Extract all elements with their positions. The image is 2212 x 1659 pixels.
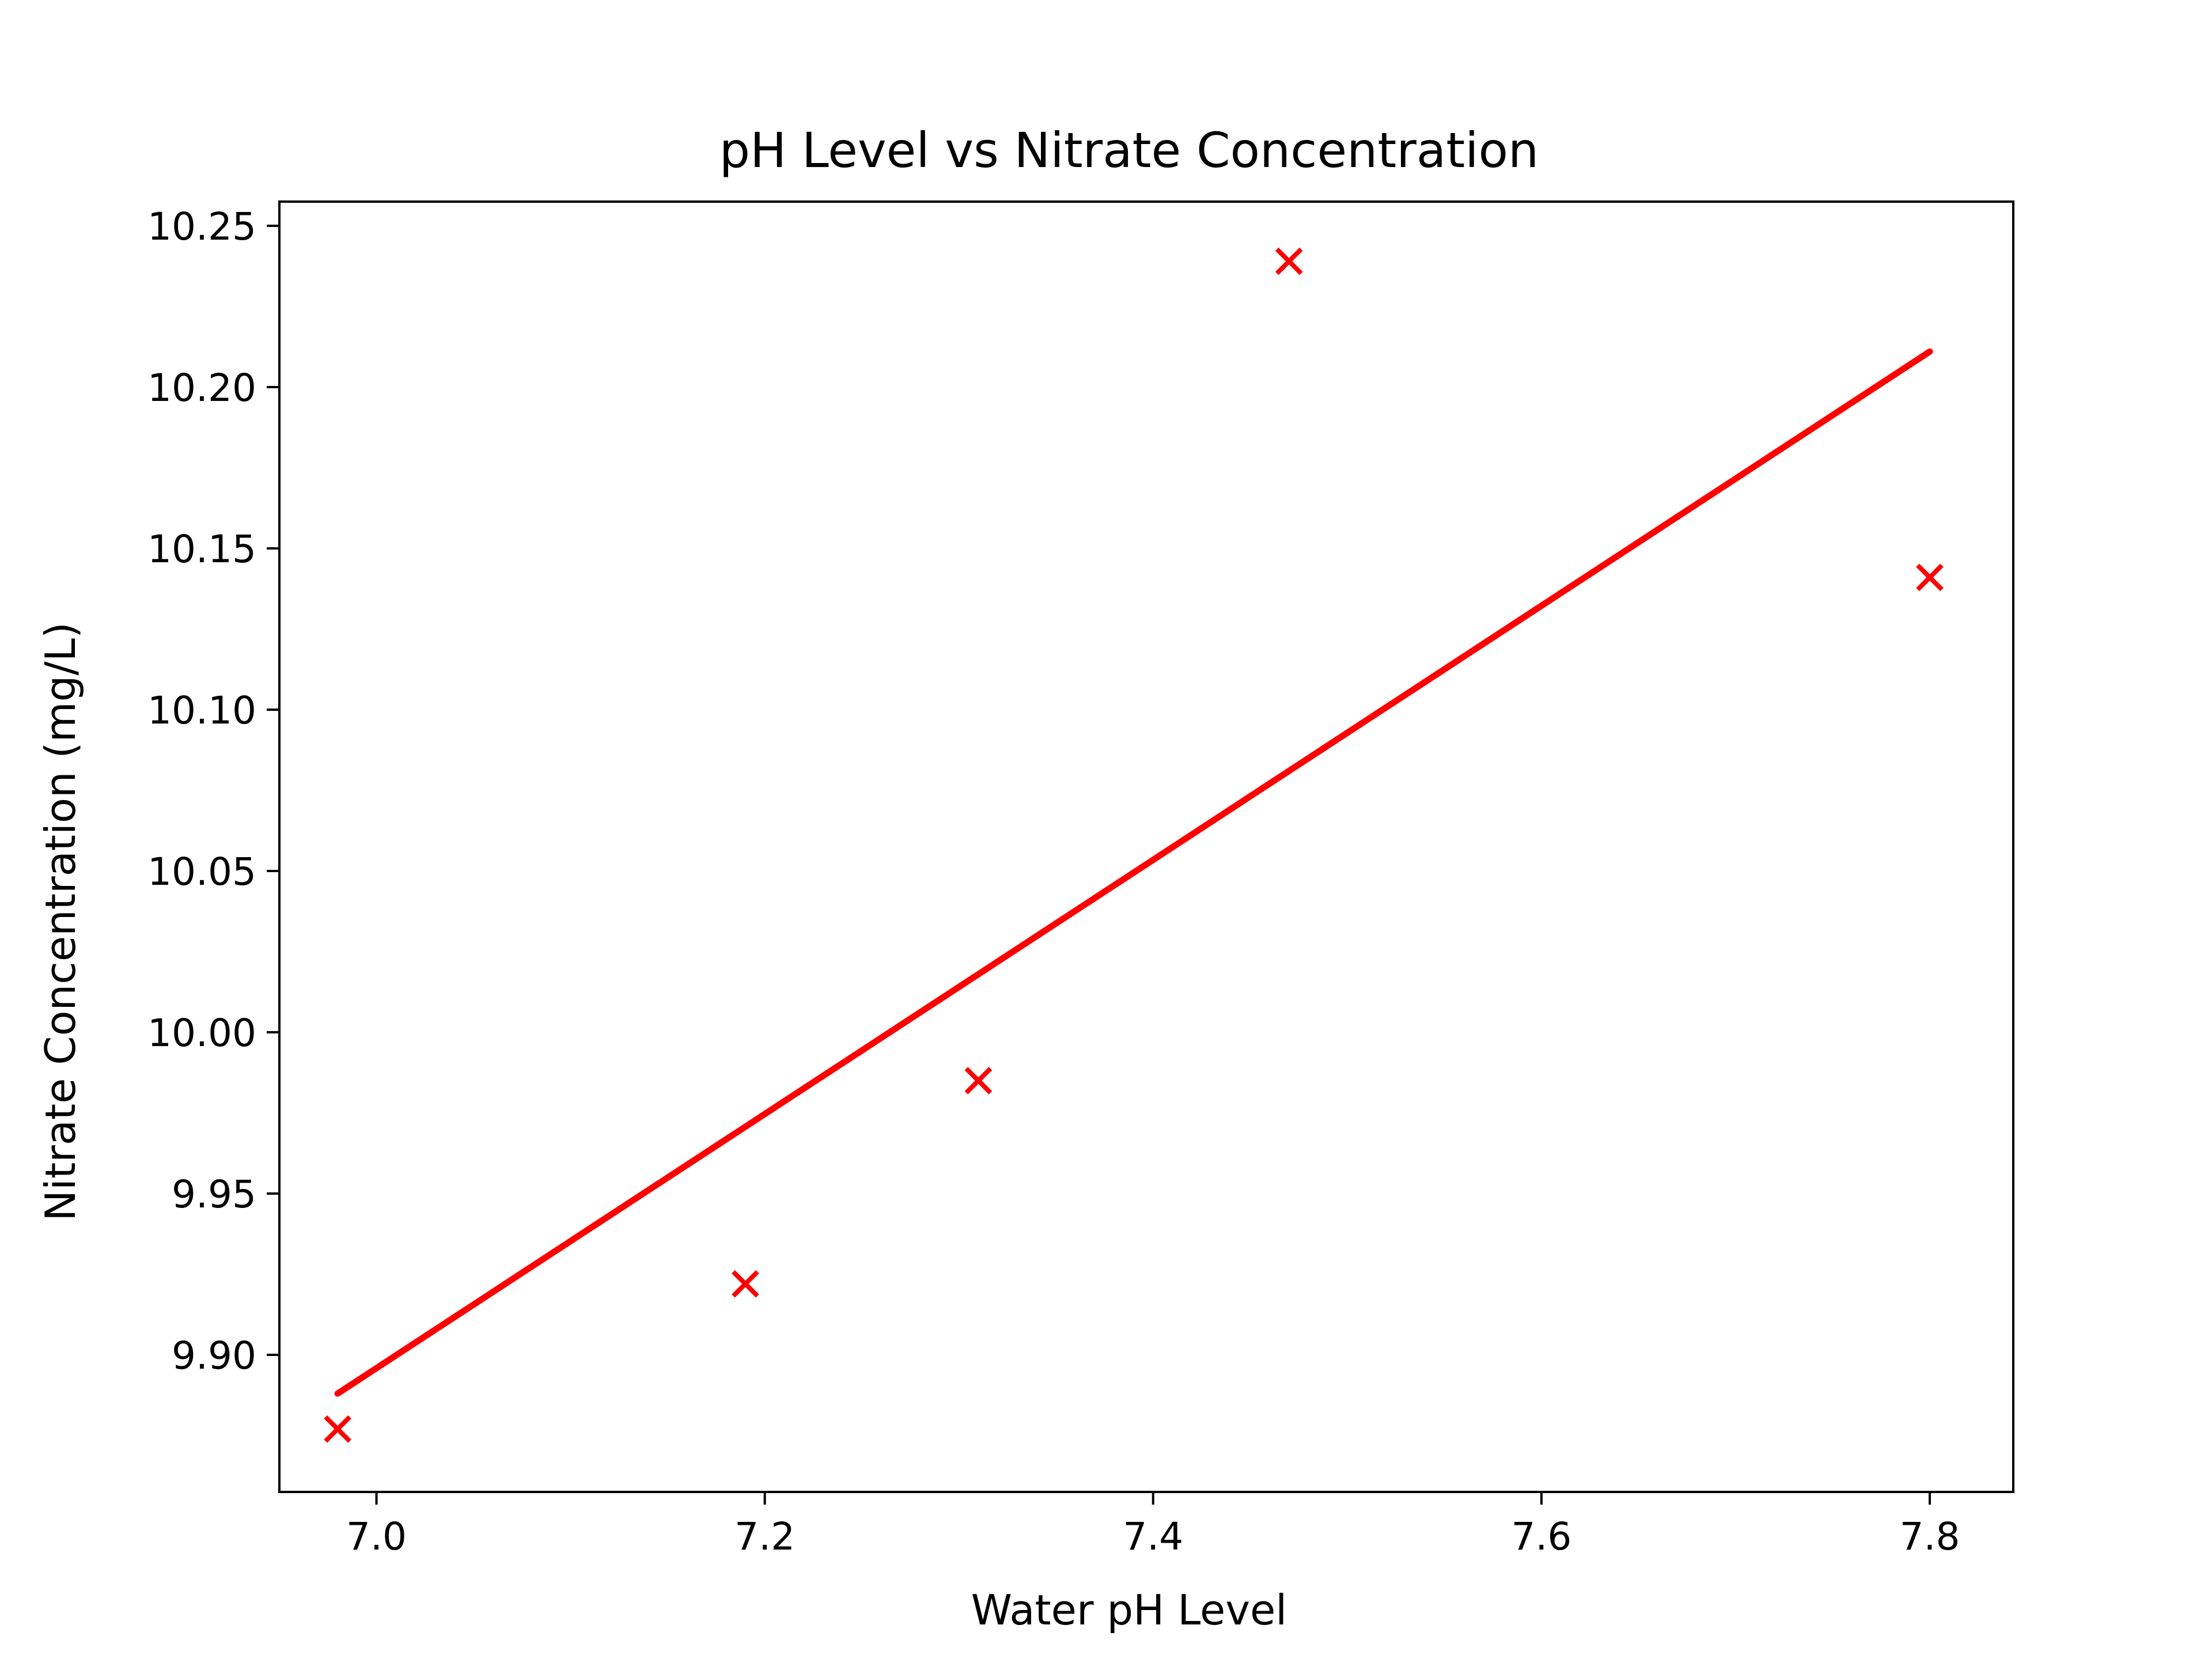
y-tick-label: 9.95 (172, 1172, 256, 1217)
axes-frame (278, 200, 2014, 1493)
x-tick-label: 7.0 (346, 1514, 407, 1559)
y-tick-label: 10.05 (147, 850, 256, 894)
y-tick-label: 10.10 (147, 688, 256, 733)
data-point (964, 1067, 993, 1094)
data-point (1275, 247, 1303, 275)
y-axis-label: Nitrate Concentration (mg/L) (36, 622, 85, 1221)
x-tick-label: 7.6 (1511, 1514, 1571, 1559)
data-point (1916, 563, 1944, 592)
y-tick-label: 10.20 (147, 366, 256, 410)
y-tick-label: 9.90 (172, 1334, 256, 1378)
x-tick-label: 7.8 (1900, 1514, 1960, 1559)
y-tick-label: 10.15 (147, 527, 256, 571)
data-point (732, 1270, 759, 1298)
y-tick-label: 10.25 (147, 204, 256, 249)
y-tick-label: 10.00 (147, 1011, 256, 1055)
x-tick-label: 7.4 (1123, 1514, 1183, 1559)
data-point (324, 1415, 351, 1443)
trend-line (334, 348, 1933, 1397)
x-axis-label: Water pH Level (971, 1586, 1287, 1634)
chart-title: pH Level vs Nitrate Concentration (719, 122, 1539, 179)
x-axis-ticks: 7.0 7.2 7.4 7.6 7.8 (346, 1492, 1960, 1559)
plot-area (324, 247, 1944, 1443)
x-tick-label: 7.2 (734, 1514, 795, 1559)
y-axis-ticks: 9.90 9.95 10.00 10.05 10.10 10.15 10.20 10.25 (147, 204, 279, 1378)
